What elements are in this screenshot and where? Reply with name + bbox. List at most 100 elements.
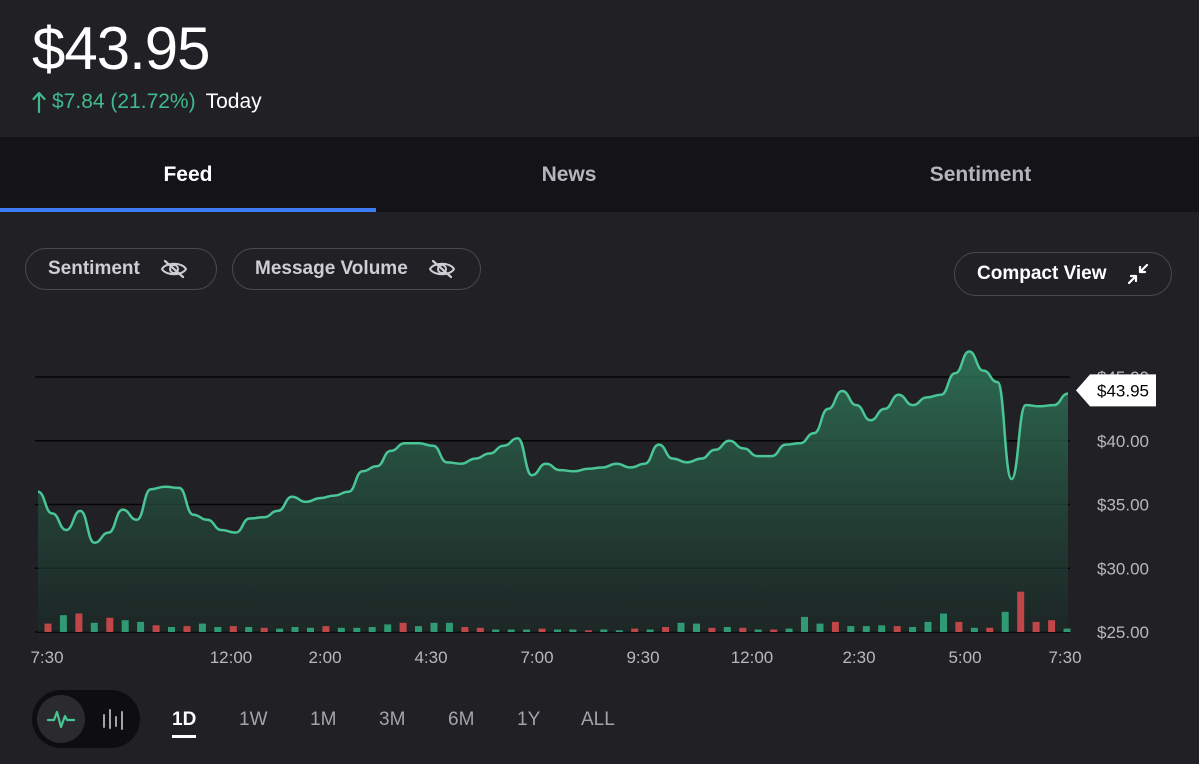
price-line: [37, 350, 1069, 545]
range-6m[interactable]: 6M: [448, 709, 475, 730]
volume-bar: [229, 626, 237, 632]
volume-bar: [507, 629, 515, 632]
x-tick-label: 5:00: [948, 648, 981, 667]
volume-bar: [337, 627, 345, 632]
bar-chart-toggle[interactable]: [90, 695, 138, 743]
volume-bar: [399, 622, 407, 632]
x-tick-label: 7:00: [520, 648, 553, 667]
chart-type-toggle[interactable]: [32, 690, 140, 748]
chart-controls: 1D 1W 1M 3M 6M 1Y ALL: [0, 690, 1199, 764]
x-tick-label: 12:00: [210, 648, 253, 667]
volume-bar: [723, 627, 731, 632]
arrow-up-icon: [32, 91, 46, 113]
tab-sentiment[interactable]: Sentiment: [762, 137, 1199, 212]
eye-off-icon: [160, 259, 188, 279]
volume-bar: [183, 626, 191, 632]
volume-bar: [1017, 591, 1025, 632]
compact-view-label: Compact View: [977, 263, 1107, 284]
range-all[interactable]: ALL: [581, 709, 615, 730]
volume-bar: [476, 627, 484, 632]
volume-bar: [816, 623, 824, 632]
volume-bar: [554, 629, 561, 632]
volume-bar: [646, 629, 654, 632]
volume-bar: [1001, 611, 1009, 632]
volume-bar: [754, 629, 762, 632]
x-tick-label: 12:00: [731, 648, 774, 667]
volume-bar: [862, 626, 870, 632]
range-1d[interactable]: 1D: [172, 709, 197, 738]
volume-bar: [44, 623, 52, 632]
volume-bar: [245, 627, 253, 632]
volume-bar: [152, 625, 160, 632]
volume-bar: [677, 622, 685, 632]
eye-off-icon: [428, 259, 456, 279]
volume-bar: [59, 615, 67, 632]
volume-bar: [662, 627, 670, 632]
volume-bar: [415, 626, 422, 632]
price-area-fill: [38, 351, 1068, 632]
volume-bar: [708, 627, 716, 632]
volume-bar: [584, 630, 592, 632]
volume-bar: [291, 627, 299, 632]
volume-bar: [1063, 628, 1071, 632]
volume-bar: [600, 629, 608, 632]
volume-bar: [1048, 620, 1056, 632]
volume-bar: [492, 629, 500, 632]
x-tick-label: 4:30: [414, 648, 447, 667]
volume-bar: [785, 628, 793, 632]
x-tick-label: 9:30: [626, 648, 659, 667]
volume-bar: [569, 629, 577, 632]
volume-bar: [307, 627, 314, 632]
volume-bar: [168, 627, 175, 632]
volume-bar: [322, 626, 330, 632]
volume-bar: [878, 625, 886, 632]
sentiment-toggle-label: Sentiment: [48, 258, 140, 279]
x-tick-label: 7:30: [1048, 648, 1081, 667]
volume-bar: [276, 628, 284, 632]
range-3m[interactable]: 3M: [379, 709, 406, 730]
y-tick-label: $40.00: [1097, 432, 1149, 451]
y-tick-label: $25.00: [1097, 623, 1149, 642]
volume-bar: [955, 621, 963, 632]
tab-news[interactable]: News: [376, 137, 762, 212]
range-1y[interactable]: 1Y: [517, 709, 541, 730]
x-tick-label: 2:30: [842, 648, 875, 667]
collapse-arrows-icon: [1127, 263, 1149, 285]
volume-bar: [631, 628, 639, 632]
current-price-tag: $43.95: [1076, 374, 1156, 407]
volume-bar: [430, 622, 438, 632]
volume-bar: [121, 620, 129, 632]
volume-bar: [847, 626, 855, 632]
volume-bar: [384, 624, 392, 632]
tab-news-label: News: [541, 162, 597, 186]
price-chart[interactable]: $45.00$40.00$35.00$30.00$25.00 7:3012:00…: [0, 330, 1199, 685]
range-1m[interactable]: 1M: [310, 709, 337, 730]
volume-bar: [615, 630, 623, 632]
volume-bar: [831, 621, 839, 632]
tab-feed[interactable]: Feed: [0, 137, 376, 212]
volume-bar: [770, 629, 778, 632]
y-tick-label: $30.00: [1097, 559, 1149, 578]
message-volume-toggle-button[interactable]: Message Volume: [232, 248, 481, 290]
volume-bar: [893, 626, 901, 632]
volume-bar: [106, 617, 114, 632]
tab-feed-label: Feed: [163, 162, 213, 186]
volume-bar: [986, 627, 994, 632]
active-tab-indicator: [0, 208, 376, 212]
volume-bar: [909, 627, 917, 632]
volume-bar: [260, 627, 268, 632]
compact-view-button[interactable]: Compact View: [954, 252, 1172, 296]
price-change-value: $7.84 (21.72%): [52, 90, 196, 113]
volume-bar: [445, 622, 453, 632]
current-price-tag-label: $43.95: [1097, 381, 1149, 400]
sentiment-toggle-button[interactable]: Sentiment: [25, 248, 217, 290]
price-change-period: Today: [205, 90, 262, 113]
x-tick-label: 2:00: [308, 648, 341, 667]
line-chart-toggle[interactable]: [37, 695, 85, 743]
volume-bar: [940, 613, 947, 632]
volume-bar: [970, 627, 978, 632]
range-1w[interactable]: 1W: [239, 709, 268, 730]
price-change-row: $7.84 (21.72%) Today: [32, 89, 262, 115]
volume-bar: [353, 627, 361, 632]
volume-bar: [368, 627, 376, 632]
